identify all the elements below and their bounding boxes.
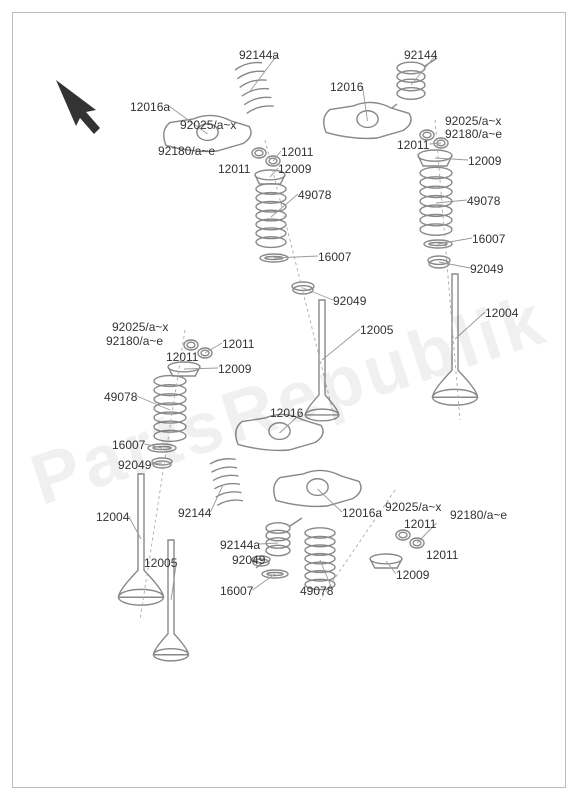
label-12009: 12009 — [278, 162, 311, 176]
label-49078: 49078 — [467, 194, 500, 208]
label-12016: 12016 — [270, 406, 303, 420]
label-12011: 12011 — [166, 350, 198, 364]
label-12016a: 12016a — [130, 100, 170, 114]
label-12011: 12011 — [397, 138, 429, 152]
label-92144a: 92144a — [239, 48, 279, 62]
label-92144a: 92144a — [220, 538, 260, 552]
label-92049: 92049 — [333, 294, 366, 308]
label-12009: 12009 — [468, 154, 501, 168]
label-16007: 16007 — [318, 250, 351, 264]
label-12009: 12009 — [218, 362, 251, 376]
label-12016: 12016 — [330, 80, 363, 94]
label-16007: 16007 — [220, 584, 253, 598]
label-12005: 12005 — [144, 556, 177, 570]
label-92049: 92049 — [470, 262, 503, 276]
label-49078: 49078 — [104, 390, 137, 404]
label-12005: 12005 — [360, 323, 393, 337]
label-92180ae: 92180/a~e — [445, 127, 502, 141]
label-92025ax: 92025/a~x — [112, 320, 168, 334]
label-12011: 12011 — [426, 548, 458, 562]
label-92049: 92049 — [232, 553, 265, 567]
label-16007: 16007 — [472, 232, 505, 246]
label-92180ae: 92180/a~e — [158, 144, 215, 158]
label-12004: 12004 — [96, 510, 129, 524]
label-92180ae: 92180/a~e — [106, 334, 163, 348]
label-49078: 49078 — [298, 188, 331, 202]
label-12011: 12011 — [281, 145, 313, 159]
label-92025ax: 92025/a~x — [445, 114, 501, 128]
label-16007: 16007 — [112, 438, 145, 452]
label-12004: 12004 — [485, 306, 518, 320]
label-92025ax: 92025/a~x — [385, 500, 441, 514]
label-92144: 92144 — [404, 48, 437, 62]
label-92049: 92049 — [118, 458, 151, 472]
label-12011: 12011 — [404, 517, 436, 531]
label-49078: 49078 — [300, 584, 333, 598]
label-12011: 12011 — [218, 162, 250, 176]
label-92144: 92144 — [178, 506, 211, 520]
label-92180ae: 92180/a~e — [450, 508, 507, 522]
label-92025ax: 92025/a~x — [180, 118, 236, 132]
label-12016a: 12016a — [342, 506, 382, 520]
label-12011: 12011 — [222, 337, 254, 351]
label-12009: 12009 — [396, 568, 429, 582]
diagram-stage: PartsRepublik 92144a9214412016a120169202… — [0, 0, 578, 800]
